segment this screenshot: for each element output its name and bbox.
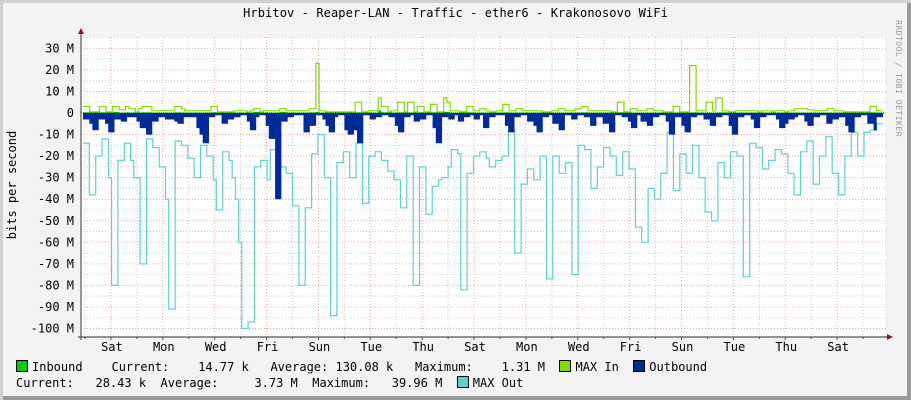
x-tick-label: Wed <box>568 340 590 354</box>
y-tick-label: -40 M <box>38 192 74 206</box>
frame-left-border <box>0 0 3 400</box>
x-tick-label: Thu <box>775 340 797 354</box>
legend-outbound-label: Outbound <box>649 360 708 374</box>
outbound-swatch <box>633 360 646 372</box>
y-tick-label: -80 M <box>38 278 74 292</box>
legend-in-current-label: Current: <box>111 360 170 374</box>
y-tick-label: 20 M <box>45 63 74 77</box>
plot-background <box>81 37 885 337</box>
legend-out-average-value: 3.73 M <box>254 376 298 390</box>
legend-max-in-label: MAX In <box>575 360 619 374</box>
major-grid <box>81 37 887 337</box>
y-tick-label: -90 M <box>38 300 74 314</box>
legend-in-maximum-value: 1.31 M <box>501 360 546 374</box>
x-axis-arrow-icon <box>887 334 893 340</box>
max-in-swatch <box>559 360 572 372</box>
legend-out-maximum-value: 39.96 M <box>391 376 443 390</box>
x-tick-label: Mon <box>153 340 175 354</box>
legend-out-maximum-label: Maximum: <box>312 376 371 390</box>
max-in-line <box>83 62 883 113</box>
legend-out-current-value: 28.43 k <box>95 376 147 390</box>
legend-in-average-value: 130.08 k <box>335 360 394 374</box>
y-tick-label: -30 M <box>38 171 74 185</box>
legend-out-average-label: Average: <box>160 376 219 390</box>
y-tick-label: -10 M <box>38 128 74 142</box>
y-axis-ticks: 30 M 20 M 10 M 0 -10 M -20 M -30 M -40 M -50 M -6… <box>31 41 74 335</box>
x-axis-ticks: Sat Mon Wed Fri Sun Tue Thu Sat Mon Wed Fri Sun Tue T… <box>101 340 849 354</box>
y-tick-label: 10 M <box>45 84 74 98</box>
x-tick-label: Fri <box>620 340 642 354</box>
y-tick-label: -70 M <box>38 257 74 271</box>
x-tick-label: Mon <box>516 340 538 354</box>
x-tick-label: Sat <box>464 340 486 354</box>
x-tick-label: Fri <box>257 340 279 354</box>
inbound-area <box>83 110 883 113</box>
y-tick-label: -20 M <box>38 149 74 163</box>
x-tick-label: Sat <box>101 340 123 354</box>
legend-in-average-label: Average: <box>270 360 329 374</box>
max-out-swatch <box>456 376 469 388</box>
legend-inbound-label: Inbound <box>32 360 83 374</box>
x-tick-label: Sun <box>309 340 331 354</box>
y-tick-label: 30 M <box>45 41 74 55</box>
axes <box>78 28 893 340</box>
x-tick-label: Tue <box>360 340 382 354</box>
x-tick-label: Sat <box>827 340 849 354</box>
legend-in-maximum-label: Maximum: <box>414 360 473 374</box>
data-series <box>83 62 883 330</box>
x-tick-label: Sun <box>672 340 694 354</box>
y-tick-label: -50 M <box>38 214 74 228</box>
legend-out-current-label: Current: <box>16 376 74 390</box>
legend-row-1: Inbound Current: 14.77 k Average: 130.08… <box>16 360 707 374</box>
frame-top-border <box>0 0 911 3</box>
legend-row-2: Current: 28.43 k Average: 3.73 M Maximum… <box>16 376 523 390</box>
legend-in-current-value: 14.77 k <box>198 360 249 374</box>
x-tick-label: Wed <box>205 340 227 354</box>
y-tick-label: 0 <box>67 106 74 120</box>
x-tick-label: Thu <box>412 340 434 354</box>
chart-title: Hrbitov - Reaper-LAN - Traffic - ether6 … <box>243 6 668 20</box>
rrdtool-watermark: RRDTOOL / TOBI OETIKER <box>894 20 903 137</box>
inbound-swatch <box>16 360 28 372</box>
max-out-line <box>83 123 883 330</box>
y-tick-label: -60 M <box>38 235 74 249</box>
x-tick-label: Tue <box>724 340 746 354</box>
legend-max-out-label: MAX Out <box>472 376 524 390</box>
y-tick-label: -100 M <box>31 322 74 336</box>
y-axis-arrow-icon <box>78 28 84 34</box>
